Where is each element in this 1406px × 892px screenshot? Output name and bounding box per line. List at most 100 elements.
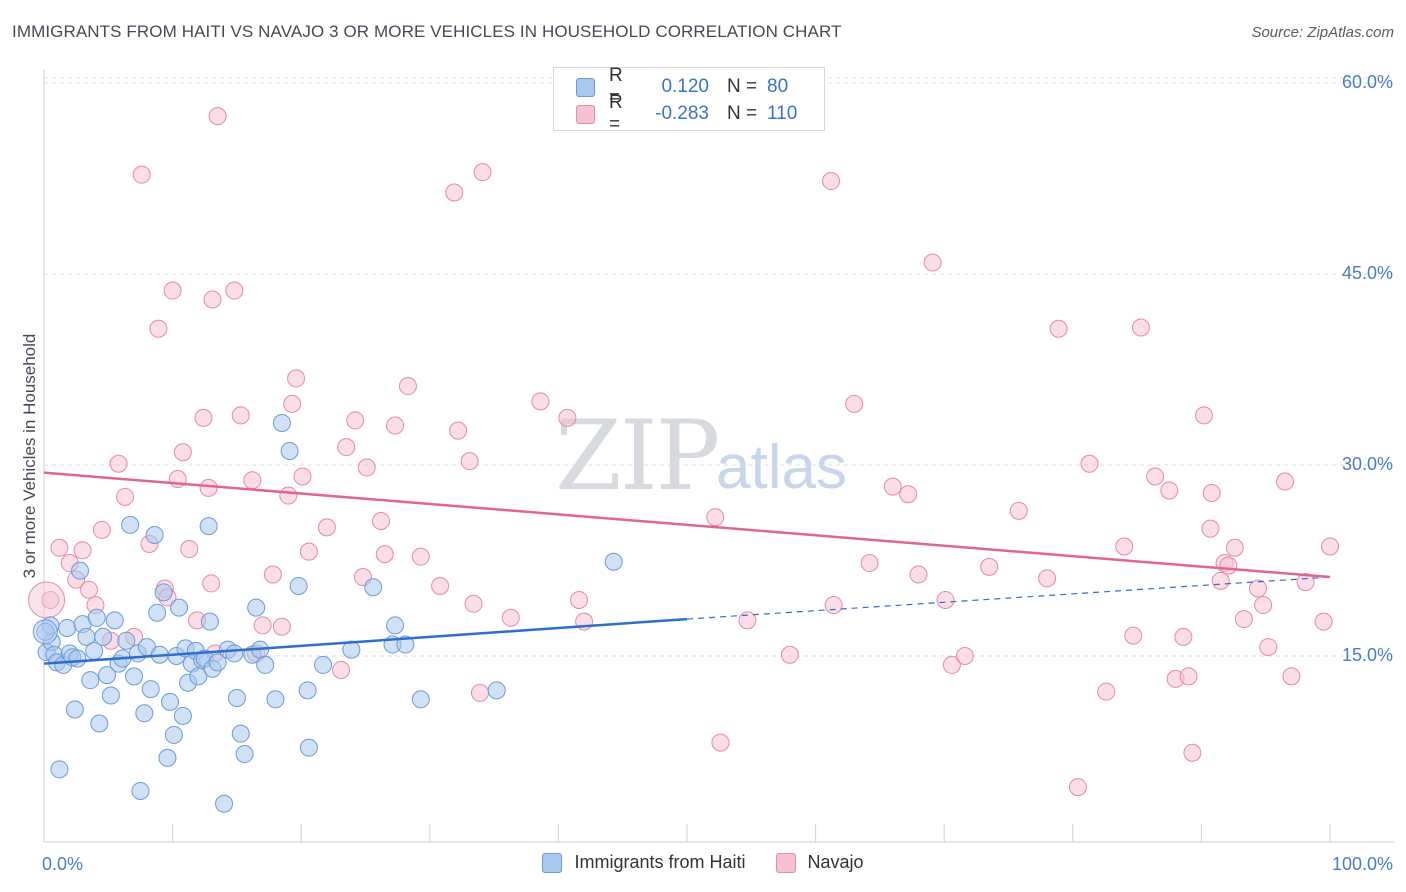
navajo-point xyxy=(936,590,955,609)
series-label-navajo: Navajo xyxy=(807,852,864,872)
navajo-point xyxy=(1174,627,1193,646)
y-tick-label: 30.0% xyxy=(1342,454,1393,474)
y-tick-label: 45.0% xyxy=(1342,263,1393,283)
haiti-point xyxy=(141,680,160,699)
navajo-point xyxy=(899,485,918,504)
navajo-point xyxy=(1038,569,1057,588)
haiti-point xyxy=(314,655,333,674)
haiti-point xyxy=(105,611,124,630)
navajo-point xyxy=(398,377,417,396)
haiti-point xyxy=(208,653,227,672)
navajo-point xyxy=(1146,467,1165,486)
haiti-point xyxy=(289,576,308,595)
navajo-point xyxy=(1183,743,1202,762)
navajo-point xyxy=(1282,667,1301,686)
haiti-point xyxy=(256,655,275,674)
navajo-point xyxy=(464,594,483,613)
navajo-point xyxy=(163,281,182,300)
navajo-point xyxy=(357,458,376,477)
navajo-point xyxy=(1225,538,1244,557)
navajo-point xyxy=(1321,537,1339,556)
haiti-point xyxy=(50,760,69,779)
legend-r-label: R = xyxy=(609,65,623,108)
haiti-point xyxy=(164,725,183,744)
navajo-point xyxy=(346,411,365,430)
navajo-point xyxy=(1049,319,1068,338)
navajo-point xyxy=(272,617,291,636)
navajo-trend-line xyxy=(43,471,1331,579)
navajo-point xyxy=(225,281,244,300)
haiti-point xyxy=(87,608,106,627)
haiti-point xyxy=(411,690,430,709)
navajo-point xyxy=(1211,571,1230,590)
series-legend-haiti: Immigrants from Haiti xyxy=(542,852,746,873)
navajo-point xyxy=(501,608,520,627)
series-legend-navajo: Navajo xyxy=(775,852,864,873)
navajo-point xyxy=(955,646,974,665)
haiti-point xyxy=(158,748,177,767)
series-legend: Immigrants from Haiti Navajo xyxy=(0,852,1406,873)
axes xyxy=(43,70,1394,843)
legend-swatch-haiti xyxy=(576,77,595,97)
navajo-point xyxy=(738,611,757,630)
haiti-point xyxy=(266,690,285,709)
navajo-point xyxy=(558,408,577,427)
navajo-point xyxy=(1009,501,1028,520)
haiti-point xyxy=(215,794,234,813)
x-tick-label: 100.0% xyxy=(1332,854,1393,874)
navajo-point xyxy=(208,107,227,126)
navajo-point xyxy=(1068,778,1087,797)
haiti-point xyxy=(81,671,100,690)
y-tick-label: 60.0% xyxy=(1342,72,1393,92)
haiti-point xyxy=(173,706,192,725)
haiti-point xyxy=(121,515,140,534)
navajo-point xyxy=(299,542,318,561)
legend-row-navajo: R = -0.283 N = 110 xyxy=(576,92,797,135)
haiti-point xyxy=(225,644,244,663)
navajo-point xyxy=(1275,472,1294,491)
haiti-points xyxy=(32,413,623,813)
navajo-point xyxy=(1234,610,1253,629)
navajo-point xyxy=(449,421,468,440)
navajo-point xyxy=(287,369,306,388)
haiti-point xyxy=(148,603,167,622)
haiti-trend-extension xyxy=(686,576,1331,620)
haiti-point xyxy=(94,627,113,646)
navajo-point xyxy=(109,454,128,473)
correlation-legend: R = 0.120 N = 80 R = -0.283 N = 110 xyxy=(553,65,825,135)
navajo-point xyxy=(28,581,66,619)
navajo-point xyxy=(116,487,135,506)
haiti-point xyxy=(199,517,218,536)
chart-title: IMMIGRANTS FROM HAITI VS NAVAJO 3 OR MOR… xyxy=(12,22,842,41)
haiti-point xyxy=(231,724,250,743)
haiti-point xyxy=(117,631,136,650)
legend-n-value: 80 xyxy=(767,76,789,97)
navajo-point xyxy=(149,319,168,338)
navajo-point xyxy=(1160,481,1179,500)
legend-r-value: -0.283 xyxy=(655,103,709,124)
navajo-point xyxy=(283,394,302,413)
navajo-point xyxy=(1124,626,1143,645)
haiti-point xyxy=(364,578,383,597)
source-credit: Source: ZipAtlas.com xyxy=(1251,24,1394,41)
haiti-point xyxy=(65,700,84,719)
legend-n-label: N = xyxy=(727,103,758,124)
navajo-point xyxy=(1202,484,1221,503)
haiti-point xyxy=(125,667,144,686)
navajo-point xyxy=(80,580,99,599)
trend-lines xyxy=(43,471,1331,665)
haiti-point xyxy=(68,649,87,668)
haiti-point xyxy=(247,598,266,617)
navajo-point xyxy=(780,645,799,664)
haiti-point xyxy=(131,781,150,800)
navajo-point xyxy=(132,165,151,184)
navajo-point xyxy=(411,547,430,566)
tick-labels: 15.0% 30.0% 45.0% 60.0% 0.0% 100.0% xyxy=(42,72,1393,874)
navajo-point xyxy=(332,661,351,679)
watermark-atlas: atlas xyxy=(716,433,847,502)
haiti-point xyxy=(200,612,219,631)
navajo-point xyxy=(202,574,221,593)
navajo-point xyxy=(1179,667,1198,686)
navajo-point xyxy=(923,253,942,272)
